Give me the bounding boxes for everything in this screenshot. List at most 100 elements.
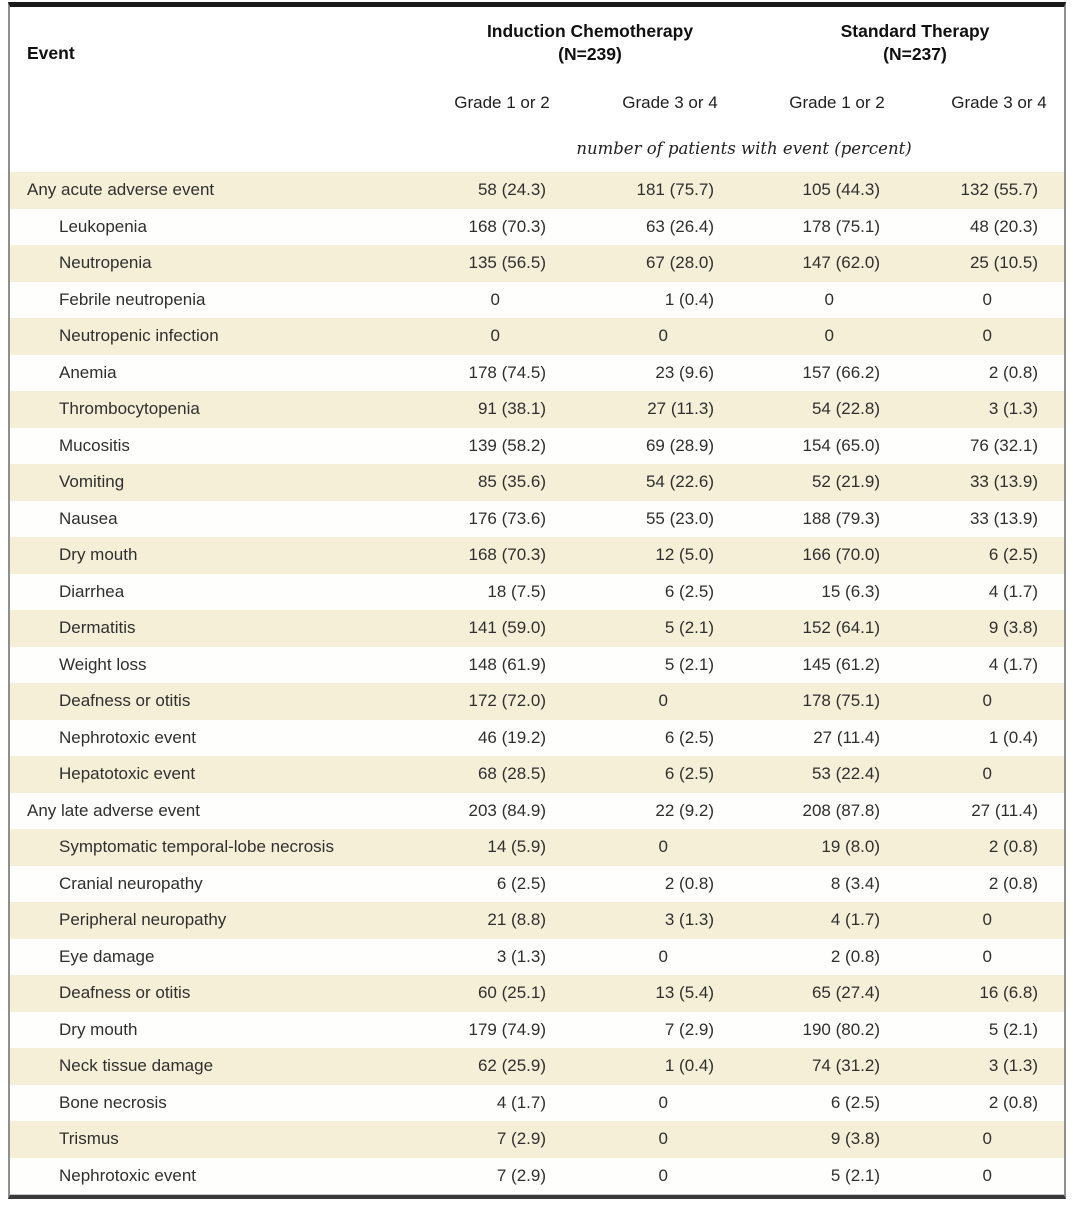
grade-header-st-3-4: Grade 3 or 4: [951, 92, 1047, 112]
group-label: Standard Therapy: [840, 21, 990, 41]
table-row: Any late adverse event 203 (84.9) 22 (9.…: [10, 792, 1064, 829]
table-row: Dry mouth 168 (70.3) 12 (5.0) 166 (70.0)…: [10, 537, 1064, 574]
value-st-grade12: 145 (61.2): [802, 654, 881, 674]
value-ic-grade34: 67 (28.0): [645, 253, 714, 273]
value-ic-grade12: 203 (84.9): [468, 800, 547, 820]
table-row: Hepatotoxic event 68 (28.5) 6 (2.5) 53 (…: [10, 756, 1064, 793]
value-st-grade34: 132 (55.7): [960, 180, 1039, 200]
value-ic-grade34: 6 (2.5): [664, 727, 714, 747]
value-st-grade34: 2 (0.8): [988, 362, 1038, 382]
value-ic-grade34: 3 (1.3): [664, 910, 714, 930]
value-st-grade34: 9 (3.8): [988, 618, 1038, 638]
value-st-grade12: 52 (21.9): [811, 472, 880, 492]
value-st-grade12: 178 (75.1): [802, 216, 881, 236]
table-row: Vomiting 85 (35.6) 54 (22.6) 52 (21.9) 3…: [10, 464, 1064, 501]
value-st-grade34: 25 (10.5): [969, 253, 1038, 273]
value-st-grade34: 0: [982, 691, 992, 711]
value-st-grade34: 2 (0.8): [988, 873, 1038, 893]
table-row: Dry mouth 179 (74.9) 7 (2.9) 190 (80.2) …: [10, 1011, 1064, 1048]
table-row: Nephrotoxic event 46 (19.2) 6 (2.5) 27 (…: [10, 719, 1064, 756]
value-st-grade34: 0: [982, 326, 992, 346]
value-ic-grade12: 7 (2.9): [496, 1165, 546, 1185]
value-ic-grade34: 0: [658, 1092, 668, 1112]
table-row: Trismus 7 (2.9) 0 9 (3.8) 0: [10, 1121, 1064, 1158]
value-ic-grade12: 139 (58.2): [468, 435, 547, 455]
value-st-grade12: 4 (1.7): [830, 910, 880, 930]
table-row: Neutropenic infection 0 0 0 0: [10, 318, 1064, 355]
event-name: Any acute adverse event: [27, 180, 215, 200]
table-row: Nausea 176 (73.6) 55 (23.0) 188 (79.3) 3…: [10, 500, 1064, 537]
grade-header-ic-3-4: Grade 3 or 4: [622, 92, 718, 112]
grade-header-ic-1-2: Grade 1 or 2: [454, 92, 550, 112]
value-ic-grade34: 0: [658, 326, 668, 346]
value-ic-grade34: 1 (0.4): [664, 1056, 714, 1076]
value-st-grade12: 6 (2.5): [830, 1092, 880, 1112]
table-row: Thrombocytopenia 91 (38.1) 27 (11.3) 54 …: [10, 391, 1064, 428]
value-st-grade12: 178 (75.1): [802, 691, 881, 711]
table-row: Symptomatic temporal-lobe necrosis 14 (5…: [10, 829, 1064, 866]
value-st-grade34: 0: [982, 289, 992, 309]
value-ic-grade12: 148 (61.9): [468, 654, 547, 674]
value-st-grade34: 3 (1.3): [988, 1056, 1038, 1076]
grade-header-row: Grade 1 or 2 Grade 3 or 4 Grade 1 or 2 G…: [10, 93, 1064, 113]
value-st-grade34: 27 (11.4): [971, 800, 1038, 820]
table-row: Deafness or otitis 60 (25.1) 13 (5.4) 65…: [10, 975, 1064, 1012]
event-name: Bone necrosis: [59, 1092, 167, 1112]
event-name: Symptomatic temporal-lobe necrosis: [59, 837, 334, 857]
value-st-grade12: 154 (65.0): [802, 435, 881, 455]
units-note-row: number of patients with event (percent): [10, 139, 1064, 158]
value-st-grade34: 2 (0.8): [988, 837, 1038, 857]
value-ic-grade34: 63 (26.4): [645, 216, 714, 236]
event-name: Eye damage: [59, 946, 155, 966]
value-st-grade34: 0: [982, 946, 992, 966]
event-column-header: Event: [27, 42, 75, 63]
value-st-grade34: 0: [982, 910, 992, 930]
value-st-grade34: 33 (13.9): [969, 472, 1038, 492]
value-ic-grade34: 69 (28.9): [645, 435, 714, 455]
value-ic-grade12: 176 (73.6): [468, 508, 547, 528]
value-st-grade34: 0: [982, 1129, 992, 1149]
table-row: Leukopenia 168 (70.3) 63 (26.4) 178 (75.…: [10, 208, 1064, 245]
value-ic-grade34: 22 (9.2): [655, 800, 714, 820]
table-row: Any acute adverse event 58 (24.3) 181 (7…: [10, 172, 1064, 209]
value-ic-grade12: 21 (8.8): [487, 910, 546, 930]
value-ic-grade12: 179 (74.9): [468, 1019, 547, 1039]
value-ic-grade12: 168 (70.3): [468, 216, 547, 236]
value-ic-grade12: 58 (24.3): [477, 180, 546, 200]
value-st-grade34: 76 (32.1): [969, 435, 1038, 455]
value-st-grade12: 9 (3.8): [830, 1129, 880, 1149]
value-ic-grade34: 6 (2.5): [664, 581, 714, 601]
event-name: Thrombocytopenia: [59, 399, 200, 419]
units-note: number of patients with event (percent): [576, 138, 912, 158]
value-ic-grade12: 141 (59.0): [468, 618, 547, 638]
table-header: Event Induction Chemotherapy (N=239) Sta…: [10, 7, 1064, 172]
value-st-grade12: 208 (87.8): [802, 800, 881, 820]
value-ic-grade34: 0: [658, 1165, 668, 1185]
event-name: Deafness or otitis: [59, 691, 191, 711]
value-ic-grade12: 6 (2.5): [496, 873, 546, 893]
event-name: Mucositis: [59, 435, 130, 455]
value-ic-grade12: 4 (1.7): [496, 1092, 546, 1112]
table-row: Diarrhea 18 (7.5) 6 (2.5) 15 (6.3) 4 (1.…: [10, 573, 1064, 610]
event-name: Anemia: [59, 362, 117, 382]
value-ic-grade12: 3 (1.3): [496, 946, 546, 966]
value-ic-grade12: 85 (35.6): [477, 472, 546, 492]
table-row: Dermatitis 141 (59.0) 5 (2.1) 152 (64.1)…: [10, 610, 1064, 647]
adverse-events-table: Event Induction Chemotherapy (N=239) Sta…: [8, 2, 1066, 1199]
value-ic-grade34: 6 (2.5): [664, 764, 714, 784]
value-ic-grade34: 1 (0.4): [664, 289, 714, 309]
value-st-grade34: 4 (1.7): [988, 654, 1038, 674]
value-ic-grade12: 46 (19.2): [477, 727, 546, 747]
value-st-grade12: 8 (3.4): [830, 873, 880, 893]
value-st-grade12: 105 (44.3): [802, 180, 881, 200]
value-st-grade34: 16 (6.8): [979, 983, 1038, 1003]
table-row: Weight loss 148 (61.9) 5 (2.1) 145 (61.2…: [10, 646, 1064, 683]
event-name: Nausea: [59, 508, 118, 528]
event-name: Diarrhea: [59, 581, 125, 601]
value-st-grade34: 5 (2.1): [988, 1019, 1038, 1039]
event-name: Dry mouth: [59, 1019, 138, 1039]
value-st-grade34: 0: [982, 764, 992, 784]
group-n: (N=239): [558, 43, 622, 64]
value-st-grade12: 54 (22.8): [811, 399, 880, 419]
value-ic-grade12: 168 (70.3): [468, 545, 547, 565]
